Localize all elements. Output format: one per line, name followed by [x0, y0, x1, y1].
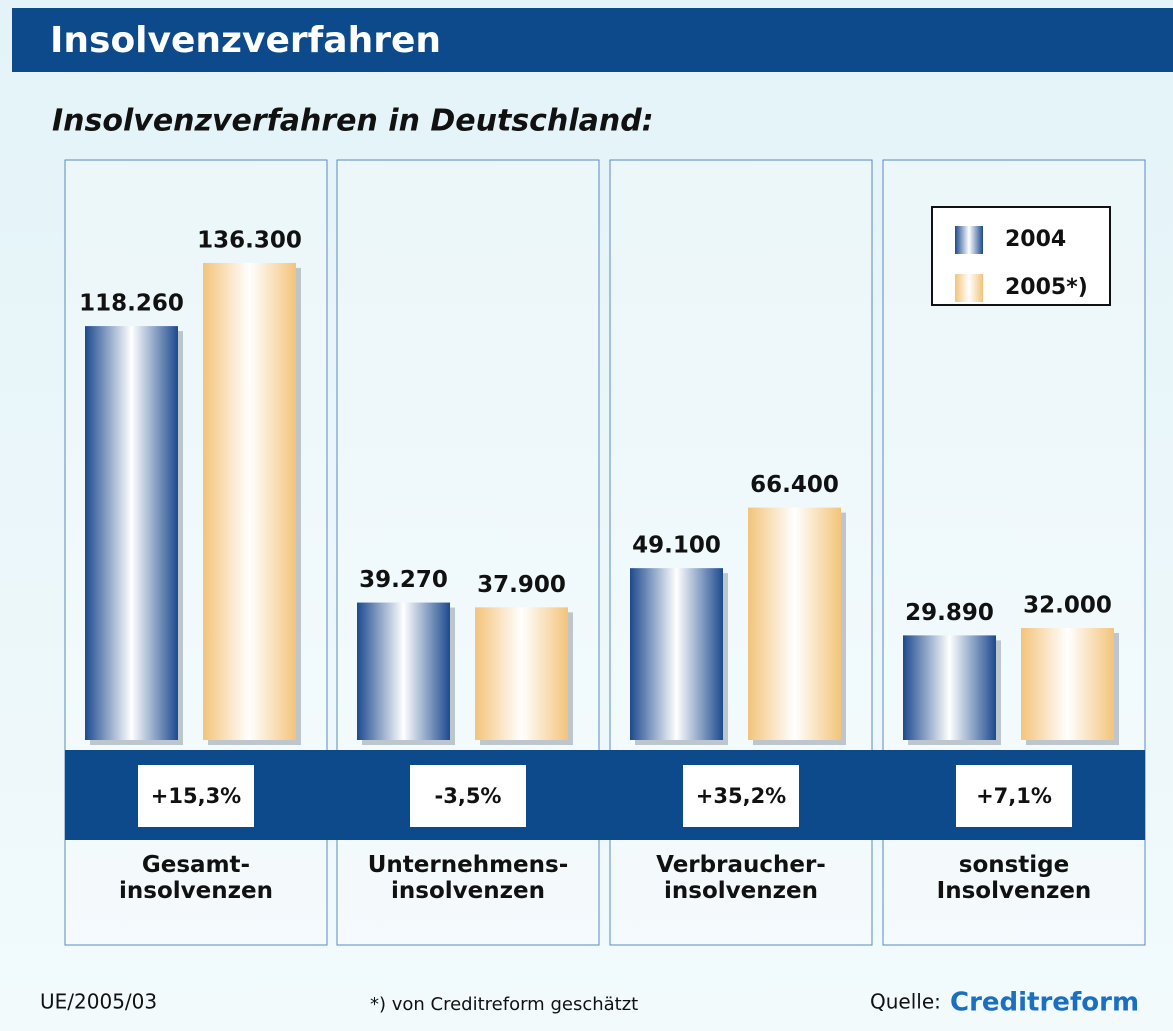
bar [475, 607, 568, 740]
change-box [683, 765, 799, 827]
chart-subtitle: Insolvenzverfahren in Deutschland: [52, 104, 654, 139]
value-label: 49.100 [632, 533, 721, 559]
header-bar [12, 8, 1173, 72]
value-label: 136.300 [197, 227, 302, 253]
value-label: 29.890 [905, 600, 994, 626]
chart-title: Insolvenzverfahren [50, 20, 441, 61]
value-label: 37.900 [477, 572, 566, 598]
change-label: +15,3% [151, 784, 241, 808]
bar [630, 568, 723, 740]
value-label: 66.400 [750, 472, 839, 498]
bar [903, 635, 996, 740]
category-label: Verbraucher- insolvenzen [656, 852, 826, 904]
code: UE/2005/03 [40, 990, 157, 1014]
change-label: +35,2% [696, 784, 786, 808]
footnote: *) von Creditreform geschätzt [370, 994, 638, 1015]
change-label: +7,1% [976, 784, 1052, 808]
category-label: sonstige Insolvenzen [936, 852, 1092, 904]
bar [357, 602, 450, 740]
value-label: 118.260 [79, 291, 184, 317]
legend-swatch [955, 274, 983, 302]
bar [748, 507, 841, 740]
change-label: -3,5% [435, 784, 502, 808]
bar [85, 326, 178, 740]
value-label: 39.270 [359, 567, 448, 593]
legend-label: 2005*) [1005, 275, 1088, 300]
category-label: Unternehmens- insolvenzen [367, 852, 569, 904]
change-box [138, 765, 254, 827]
value-label: 32.000 [1023, 593, 1112, 619]
change-box [956, 765, 1072, 827]
bar [1021, 628, 1114, 740]
legend-label: 2004 [1005, 227, 1066, 252]
category-label: Gesamt- insolvenzen [119, 852, 273, 904]
source-label: Quelle: [870, 990, 941, 1014]
bar [203, 262, 296, 740]
legend-swatch [955, 226, 983, 254]
change-box [410, 765, 526, 827]
source: Creditreform [950, 988, 1139, 1018]
